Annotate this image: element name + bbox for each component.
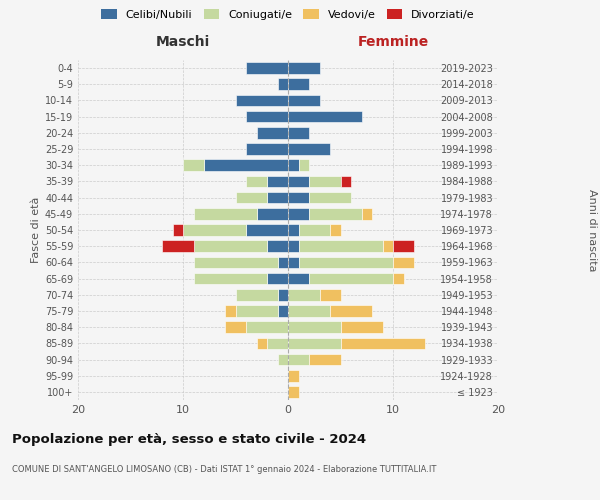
Legend: Celibi/Nubili, Coniugati/e, Vedovi/e, Divorziati/e: Celibi/Nubili, Coniugati/e, Vedovi/e, Di… <box>97 4 479 24</box>
Bar <box>277 289 288 300</box>
Bar <box>246 224 288 236</box>
Bar <box>235 192 267 203</box>
Bar <box>183 160 204 171</box>
Bar <box>246 143 288 155</box>
Bar <box>299 256 393 268</box>
Bar <box>288 240 299 252</box>
Bar <box>299 224 330 236</box>
Bar <box>288 386 299 398</box>
Bar <box>267 338 288 349</box>
Bar <box>193 256 277 268</box>
Bar <box>235 305 277 317</box>
Text: COMUNE DI SANT'ANGELO LIMOSANO (CB) - Dati ISTAT 1° gennaio 2024 - Elaborazione : COMUNE DI SANT'ANGELO LIMOSANO (CB) - Da… <box>12 466 436 474</box>
Bar <box>320 289 341 300</box>
Bar <box>393 272 404 284</box>
Bar <box>299 160 309 171</box>
Bar <box>267 192 288 203</box>
Text: Maschi: Maschi <box>156 34 210 48</box>
Bar <box>288 272 309 284</box>
Bar <box>288 111 361 122</box>
Bar <box>225 322 246 333</box>
Bar <box>193 272 267 284</box>
Bar <box>288 338 341 349</box>
Bar <box>257 127 288 138</box>
Bar <box>288 62 320 74</box>
Bar <box>288 192 309 203</box>
Bar <box>309 272 393 284</box>
Bar <box>267 176 288 188</box>
Bar <box>257 208 288 220</box>
Bar <box>299 240 383 252</box>
Bar <box>361 208 372 220</box>
Bar <box>288 127 309 138</box>
Bar <box>330 305 372 317</box>
Bar <box>288 354 309 366</box>
Bar <box>288 224 299 236</box>
Bar <box>246 111 288 122</box>
Text: Anni di nascita: Anni di nascita <box>587 188 597 271</box>
Bar <box>383 240 393 252</box>
Bar <box>309 354 341 366</box>
Bar <box>393 240 414 252</box>
Bar <box>288 143 330 155</box>
Bar <box>193 208 257 220</box>
Bar <box>341 338 425 349</box>
Bar <box>246 322 288 333</box>
Bar <box>288 256 299 268</box>
Bar <box>288 370 299 382</box>
Bar <box>246 176 267 188</box>
Bar <box>193 240 267 252</box>
Bar <box>235 289 277 300</box>
Bar <box>204 160 288 171</box>
Bar <box>277 256 288 268</box>
Bar <box>330 224 341 236</box>
Bar <box>288 208 309 220</box>
Bar <box>341 322 383 333</box>
Bar <box>183 224 246 236</box>
Text: Femmine: Femmine <box>358 34 428 48</box>
Bar <box>393 256 414 268</box>
Bar <box>341 176 351 188</box>
Bar <box>309 208 361 220</box>
Bar <box>235 94 288 106</box>
Bar <box>288 305 330 317</box>
Bar <box>173 224 183 236</box>
Bar <box>267 272 288 284</box>
Bar <box>288 94 320 106</box>
Bar <box>257 338 267 349</box>
Bar <box>288 289 320 300</box>
Bar <box>288 78 309 90</box>
Text: Popolazione per età, sesso e stato civile - 2024: Popolazione per età, sesso e stato civil… <box>12 432 366 446</box>
Bar <box>246 62 288 74</box>
Bar <box>288 160 299 171</box>
Bar <box>288 322 341 333</box>
Bar <box>288 176 309 188</box>
Bar <box>267 240 288 252</box>
Bar <box>277 354 288 366</box>
Bar <box>309 176 341 188</box>
Bar <box>162 240 193 252</box>
Bar <box>225 305 235 317</box>
Y-axis label: Fasce di età: Fasce di età <box>31 197 41 263</box>
Bar <box>277 305 288 317</box>
Bar <box>309 192 351 203</box>
Bar <box>277 78 288 90</box>
